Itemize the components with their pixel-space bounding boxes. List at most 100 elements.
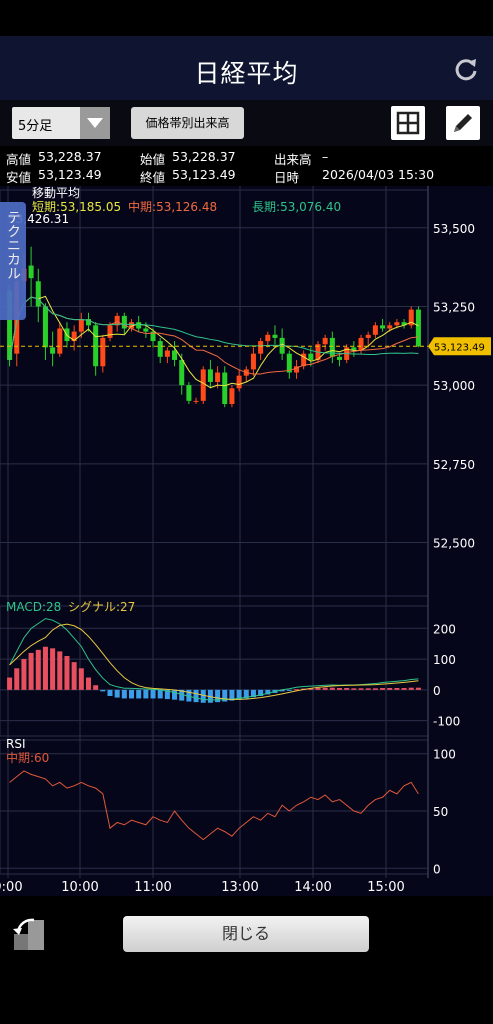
macd-histogram-bar: [42, 646, 48, 690]
candle-body: [258, 341, 264, 354]
candle-body: [107, 325, 113, 338]
macd-histogram-bar: [358, 688, 364, 690]
macd-histogram-bar: [193, 689, 199, 703]
candle-body: [100, 337, 106, 367]
macd-histogram-bar: [286, 689, 292, 691]
macd-histogram-bar: [250, 689, 256, 698]
candle-body: [415, 309, 421, 347]
macd-histogram-bar: [344, 688, 350, 690]
candle-body: [114, 315, 120, 326]
macd-histogram-bar: [143, 689, 149, 699]
bottom-bar: 閉じる: [0, 896, 493, 1024]
macd-histogram-bar: [150, 689, 156, 699]
candle-body: [265, 334, 271, 342]
candle-body: [387, 325, 393, 329]
macd-histogram-bar: [380, 688, 386, 690]
candle-body: [172, 350, 178, 360]
price-info: 高値 53,228.37 始値 53,228.37 出来高 – 安値 53,12…: [0, 146, 493, 186]
rsi-label: RSI: [6, 737, 26, 751]
macd-tick-label: 200: [433, 622, 456, 636]
candle-body: [121, 315, 127, 329]
candle-body: [7, 290, 13, 360]
title-bar: 日経平均: [0, 36, 493, 100]
current-price-label: 53,123.49: [434, 342, 485, 353]
candle-body: [250, 353, 256, 370]
macd-histogram-bar: [394, 688, 400, 690]
macd-histogram-bar: [222, 689, 228, 702]
volume-profile-button[interactable]: 価格帯別出来高: [131, 107, 244, 139]
macd-label: MACD:28: [6, 600, 61, 614]
interval-value: 5分足: [18, 119, 53, 134]
candle-body: [71, 331, 77, 342]
candle-body: [164, 350, 170, 357]
macd-histogram-bar: [265, 689, 271, 695]
close-label: 終値: [140, 170, 166, 185]
candle-body: [272, 334, 278, 338]
candle-body: [150, 331, 156, 342]
candlestick-chart[interactable]: 53,500 53,250 53,000 52,750 52,500 9:00 10:00 1…: [0, 186, 493, 896]
macd-histogram-bar: [57, 651, 63, 690]
rotate-screen-icon[interactable]: [10, 916, 48, 952]
macd-histogram-bar: [85, 677, 91, 690]
interval-select[interactable]: 5分足: [12, 107, 110, 139]
macd-histogram-bar: [50, 648, 56, 690]
time-tick-label: 15:00: [367, 880, 404, 895]
technical-tab[interactable]: テクニカル: [0, 202, 26, 320]
ma-short-label: 短期:53,185.05: [32, 200, 121, 214]
signal-label: シグナル:27: [68, 600, 135, 614]
chevron-down-icon: [80, 107, 110, 139]
candle-body: [408, 309, 414, 326]
candle-body: [136, 322, 142, 329]
macd-histogram-bar: [21, 659, 27, 690]
macd-histogram-bar: [200, 689, 206, 703]
macd-histogram-bar: [315, 688, 321, 690]
candle-body: [28, 265, 34, 279]
draw-button[interactable]: [446, 106, 480, 140]
macd-histogram-bar: [308, 688, 314, 690]
candle-body: [286, 353, 292, 373]
chart-area[interactable]: 53,500 53,250 53,000 52,750 52,500 9:00 10:00 1…: [0, 186, 493, 896]
low-value: 53,123.49: [38, 167, 102, 182]
price-tick-label: 52,750: [433, 458, 475, 472]
macd-histogram-bar: [408, 687, 414, 690]
macd-histogram-bar: [78, 668, 84, 690]
candle-body: [186, 385, 192, 401]
time-tick-label: 9:00: [0, 880, 23, 895]
candle-body: [200, 369, 206, 401]
macd-histogram-bar: [387, 688, 393, 690]
panel-frame: [0, 189, 429, 597]
macd-histogram-bar: [293, 689, 299, 691]
ma-long-label: 長期:53,076.40: [252, 200, 341, 214]
candle-body: [35, 281, 41, 307]
macd-histogram-bar: [100, 689, 106, 692]
ma-title: 移動平均: [32, 186, 80, 200]
macd-histogram-bar: [365, 688, 371, 690]
high-value: 53,228.37: [38, 149, 102, 164]
price-tick-label: 53,500: [433, 222, 475, 236]
ma-mid-line: [9, 296, 419, 375]
layout-grid-button[interactable]: [391, 106, 425, 140]
close-value: 53,123.49: [172, 167, 236, 182]
candle-body: [85, 319, 91, 326]
price-tick-label: 52,500: [433, 536, 475, 550]
candle-body: [143, 328, 149, 332]
close-button[interactable]: 閉じる: [123, 916, 369, 952]
refresh-icon[interactable]: [453, 56, 479, 82]
candle-body: [215, 372, 221, 382]
candle-body: [322, 337, 328, 345]
macd-histogram-bar: [93, 685, 99, 690]
macd-histogram-bar: [28, 652, 34, 690]
macd-histogram-bar: [164, 689, 170, 700]
macd-histogram-bar: [136, 689, 142, 699]
open-value: 53,228.37: [172, 149, 236, 164]
open-label: 始値: [140, 152, 166, 167]
candle-body: [57, 328, 63, 354]
candle-body: [394, 322, 400, 326]
candle-body: [50, 347, 56, 354]
page-title: 日経平均: [194, 59, 299, 88]
macd-histogram-bar: [279, 689, 285, 692]
rsi-line: [9, 770, 419, 841]
candle-body: [308, 353, 314, 360]
low-label: 安値: [6, 170, 32, 185]
pencil-icon: [454, 114, 472, 132]
